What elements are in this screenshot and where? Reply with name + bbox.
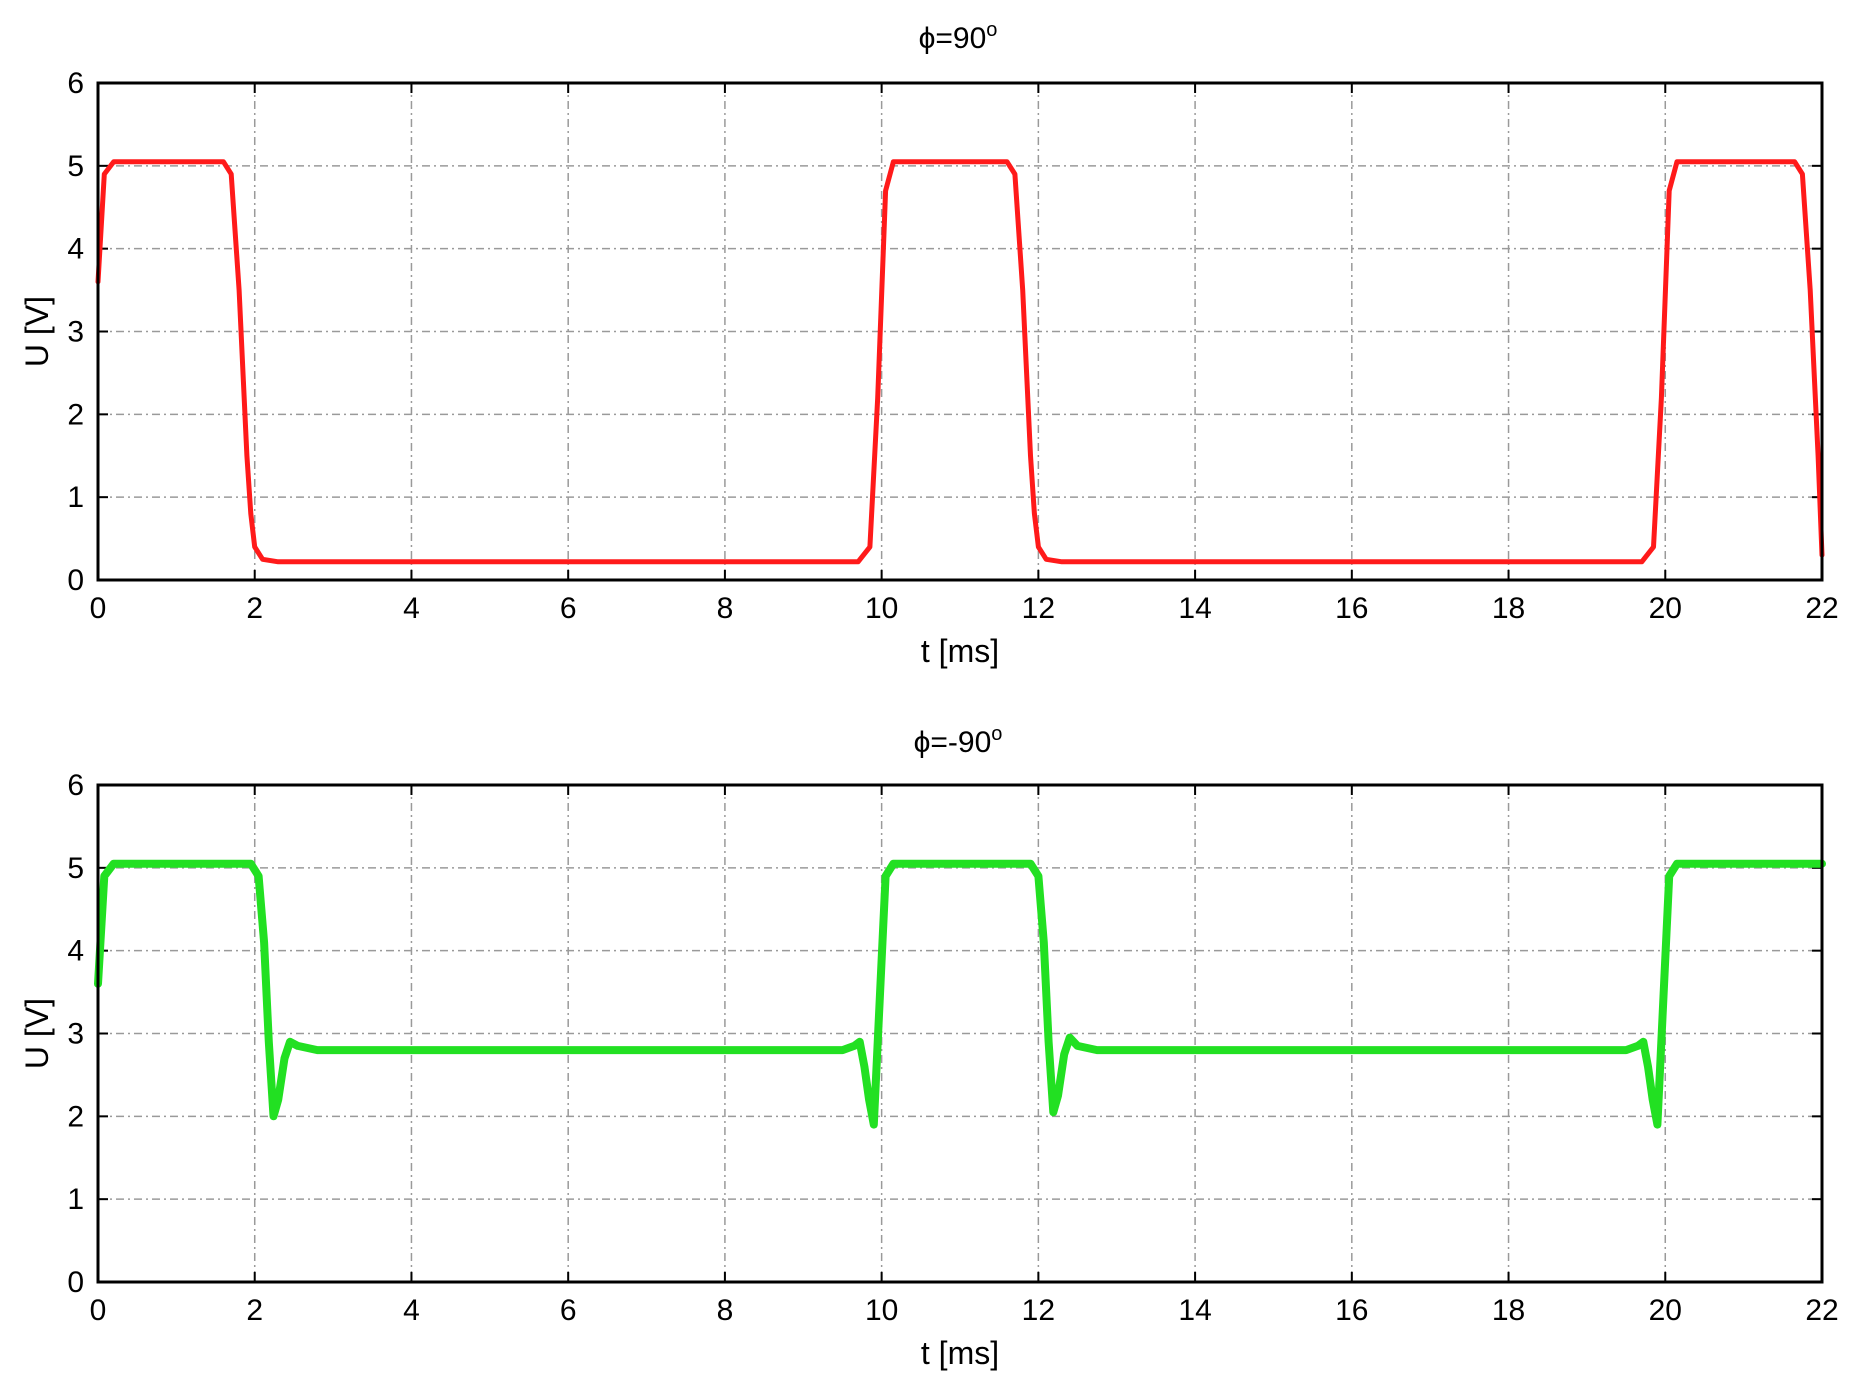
x-tick-label: 8 bbox=[717, 1294, 734, 1327]
chart-title: ϕ=-90o bbox=[914, 723, 1003, 759]
y-axis-label: U [V] bbox=[19, 296, 55, 367]
y-tick-label: 1 bbox=[67, 1183, 84, 1216]
y-tick-label: 6 bbox=[67, 769, 84, 802]
title-text: =-90 bbox=[930, 726, 991, 759]
y-tick-label: 4 bbox=[67, 935, 84, 968]
x-tick-labels: 0 2 4 6 8 10 12 14 16 18 20 22 bbox=[90, 1294, 1839, 1327]
x-tick-label: 0 bbox=[90, 592, 107, 625]
title-superscript: o bbox=[986, 19, 997, 41]
x-tick-label: 4 bbox=[403, 592, 420, 625]
x-tick-label: 10 bbox=[865, 1294, 898, 1327]
x-tick-label: 4 bbox=[403, 1294, 420, 1327]
x-tick-label: 14 bbox=[1178, 1294, 1211, 1327]
y-tick-label: 5 bbox=[67, 852, 84, 885]
series-group bbox=[94, 859, 1826, 1129]
y-tick-label: 5 bbox=[67, 150, 84, 183]
y-axis-label: U [V] bbox=[19, 998, 55, 1069]
series-line bbox=[95, 159, 1825, 565]
x-tick-label: 12 bbox=[1022, 1294, 1055, 1327]
x-tick-label: 18 bbox=[1492, 592, 1525, 625]
x-tick-labels: 0 2 4 6 8 10 12 14 16 18 20 22 bbox=[90, 592, 1839, 625]
y-tick-label: 6 bbox=[67, 67, 84, 100]
title-text: =90 bbox=[935, 22, 986, 55]
x-tick-label: 0 bbox=[90, 1294, 107, 1327]
x-tick-label: 20 bbox=[1649, 592, 1682, 625]
x-tick-label: 12 bbox=[1022, 592, 1055, 625]
series-line bbox=[94, 859, 1826, 1129]
x-axis-label: t [ms] bbox=[921, 1335, 999, 1371]
chart-title: ϕ=90o bbox=[919, 19, 998, 55]
x-tick-label: 2 bbox=[246, 1294, 263, 1327]
y-tick-label: 1 bbox=[67, 481, 84, 514]
y-tick-label: 0 bbox=[67, 1266, 84, 1299]
grid-lines bbox=[98, 785, 1822, 1282]
plot-frame bbox=[96, 783, 1824, 1284]
y-tick-label: 2 bbox=[67, 398, 84, 431]
x-tick-label: 6 bbox=[560, 592, 577, 625]
x-tick-label: 16 bbox=[1335, 592, 1368, 625]
y-tick-label: 2 bbox=[67, 1100, 84, 1133]
x-tick-label: 16 bbox=[1335, 1294, 1368, 1327]
grid-lines bbox=[98, 83, 1822, 580]
x-tick-label: 2 bbox=[246, 592, 263, 625]
y-tick-label: 4 bbox=[67, 233, 84, 266]
y-tick-labels: 0 1 2 3 4 5 6 bbox=[67, 769, 84, 1299]
x-tick-label: 10 bbox=[865, 592, 898, 625]
title-symbol: ϕ bbox=[914, 726, 931, 759]
y-tick-labels: 0 1 2 3 4 5 6 bbox=[67, 67, 84, 597]
x-tick-label: 8 bbox=[717, 592, 734, 625]
y-tick-label: 3 bbox=[67, 1018, 84, 1051]
title-symbol: ϕ bbox=[919, 22, 936, 55]
x-tick-label: 20 bbox=[1649, 1294, 1682, 1327]
x-axis-label: t [ms] bbox=[921, 633, 999, 669]
x-tick-label: 14 bbox=[1178, 592, 1211, 625]
y-tick-label: 3 bbox=[67, 316, 84, 349]
x-tick-label: 22 bbox=[1805, 1294, 1838, 1327]
x-tick-label: 22 bbox=[1805, 592, 1838, 625]
y-tick-label: 0 bbox=[67, 564, 84, 597]
title-superscript: o bbox=[991, 723, 1002, 745]
x-tick-label: 6 bbox=[560, 1294, 577, 1327]
series-group bbox=[95, 159, 1825, 565]
x-tick-label: 18 bbox=[1492, 1294, 1525, 1327]
plot-frame bbox=[96, 81, 1824, 582]
